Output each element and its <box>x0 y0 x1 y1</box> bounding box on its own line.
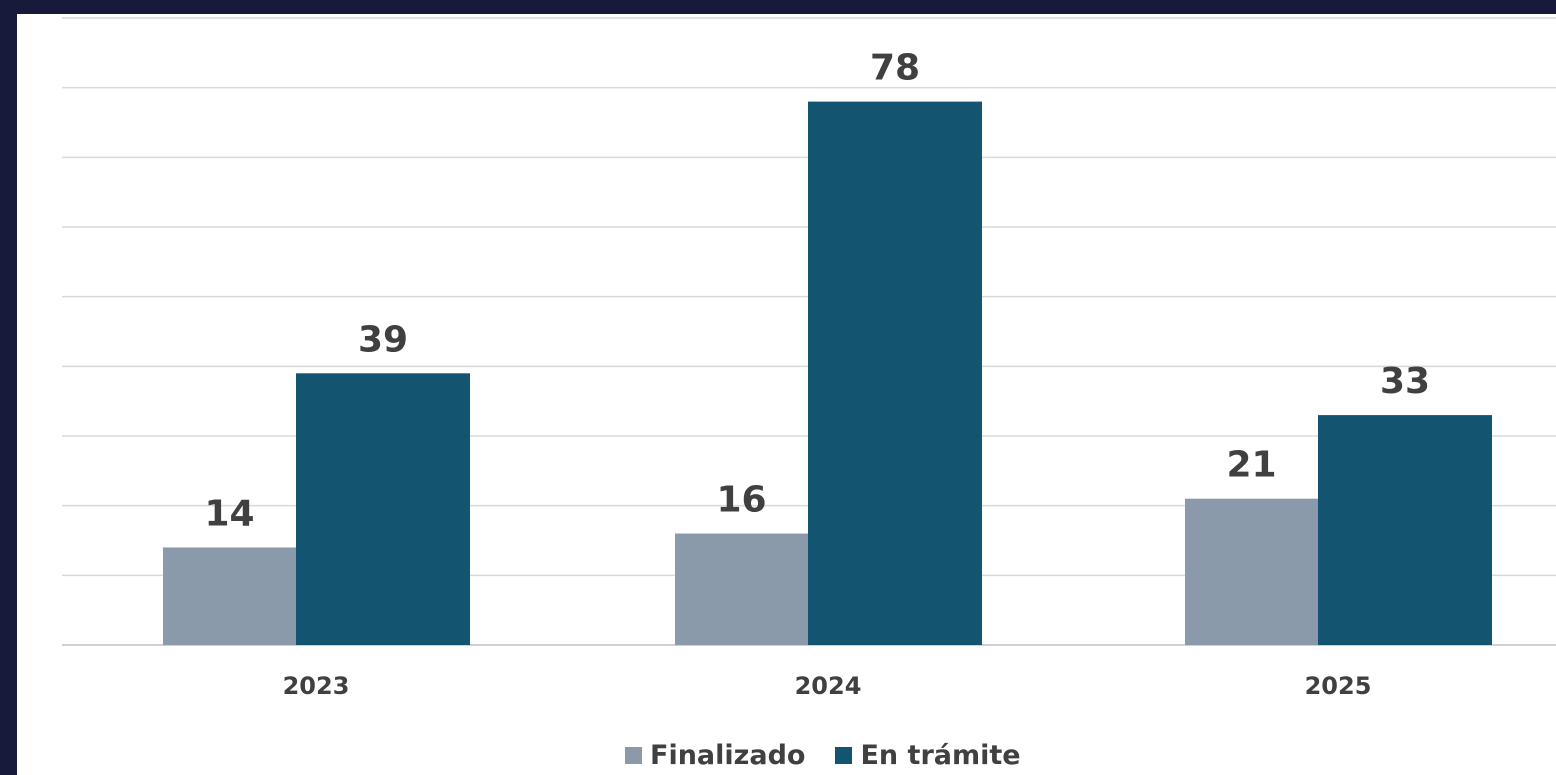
legend-label-finalizado: Finalizado <box>650 739 806 771</box>
bar-finalizado-2023 <box>163 547 296 645</box>
data-label-en-tramite-2023: 39 <box>358 319 408 360</box>
legend-item-finalizado: Finalizado <box>625 740 805 771</box>
x-axis: 2023 2024 2025 <box>283 672 1372 700</box>
legend-swatch-en-tramite <box>835 746 853 764</box>
legend-swatch-finalizado <box>625 746 642 764</box>
legend-item-en-tramite: En trámite <box>835 739 1021 771</box>
bar-en-tramite-2024 <box>808 101 982 646</box>
legend: Finalizado En trámite <box>625 737 1021 773</box>
data-label-finalizado-2025: 21 <box>1226 445 1276 486</box>
data-label-en-tramite-2025: 33 <box>1380 361 1430 402</box>
data-label-en-tramite-2024: 78 <box>870 48 920 89</box>
legend-label-en-tramite: En trámite <box>860 739 1021 771</box>
x-tick-label-2025: 2025 <box>1305 672 1372 700</box>
chart-panel <box>17 14 1556 775</box>
x-tick-label-2024: 2024 <box>795 672 862 700</box>
data-label-finalizado-2024: 16 <box>716 480 766 521</box>
bar-finalizado-2024 <box>675 533 808 645</box>
bar-en-tramite-2025 <box>1318 415 1492 645</box>
bar-en-tramite-2023 <box>296 373 470 645</box>
bars <box>163 101 1492 646</box>
x-tick-label-2023: 2023 <box>283 672 350 700</box>
bar-finalizado-2025 <box>1185 498 1318 645</box>
data-labels: 14 39 16 78 21 33 <box>204 48 1430 535</box>
data-label-finalizado-2023: 14 <box>204 493 254 534</box>
